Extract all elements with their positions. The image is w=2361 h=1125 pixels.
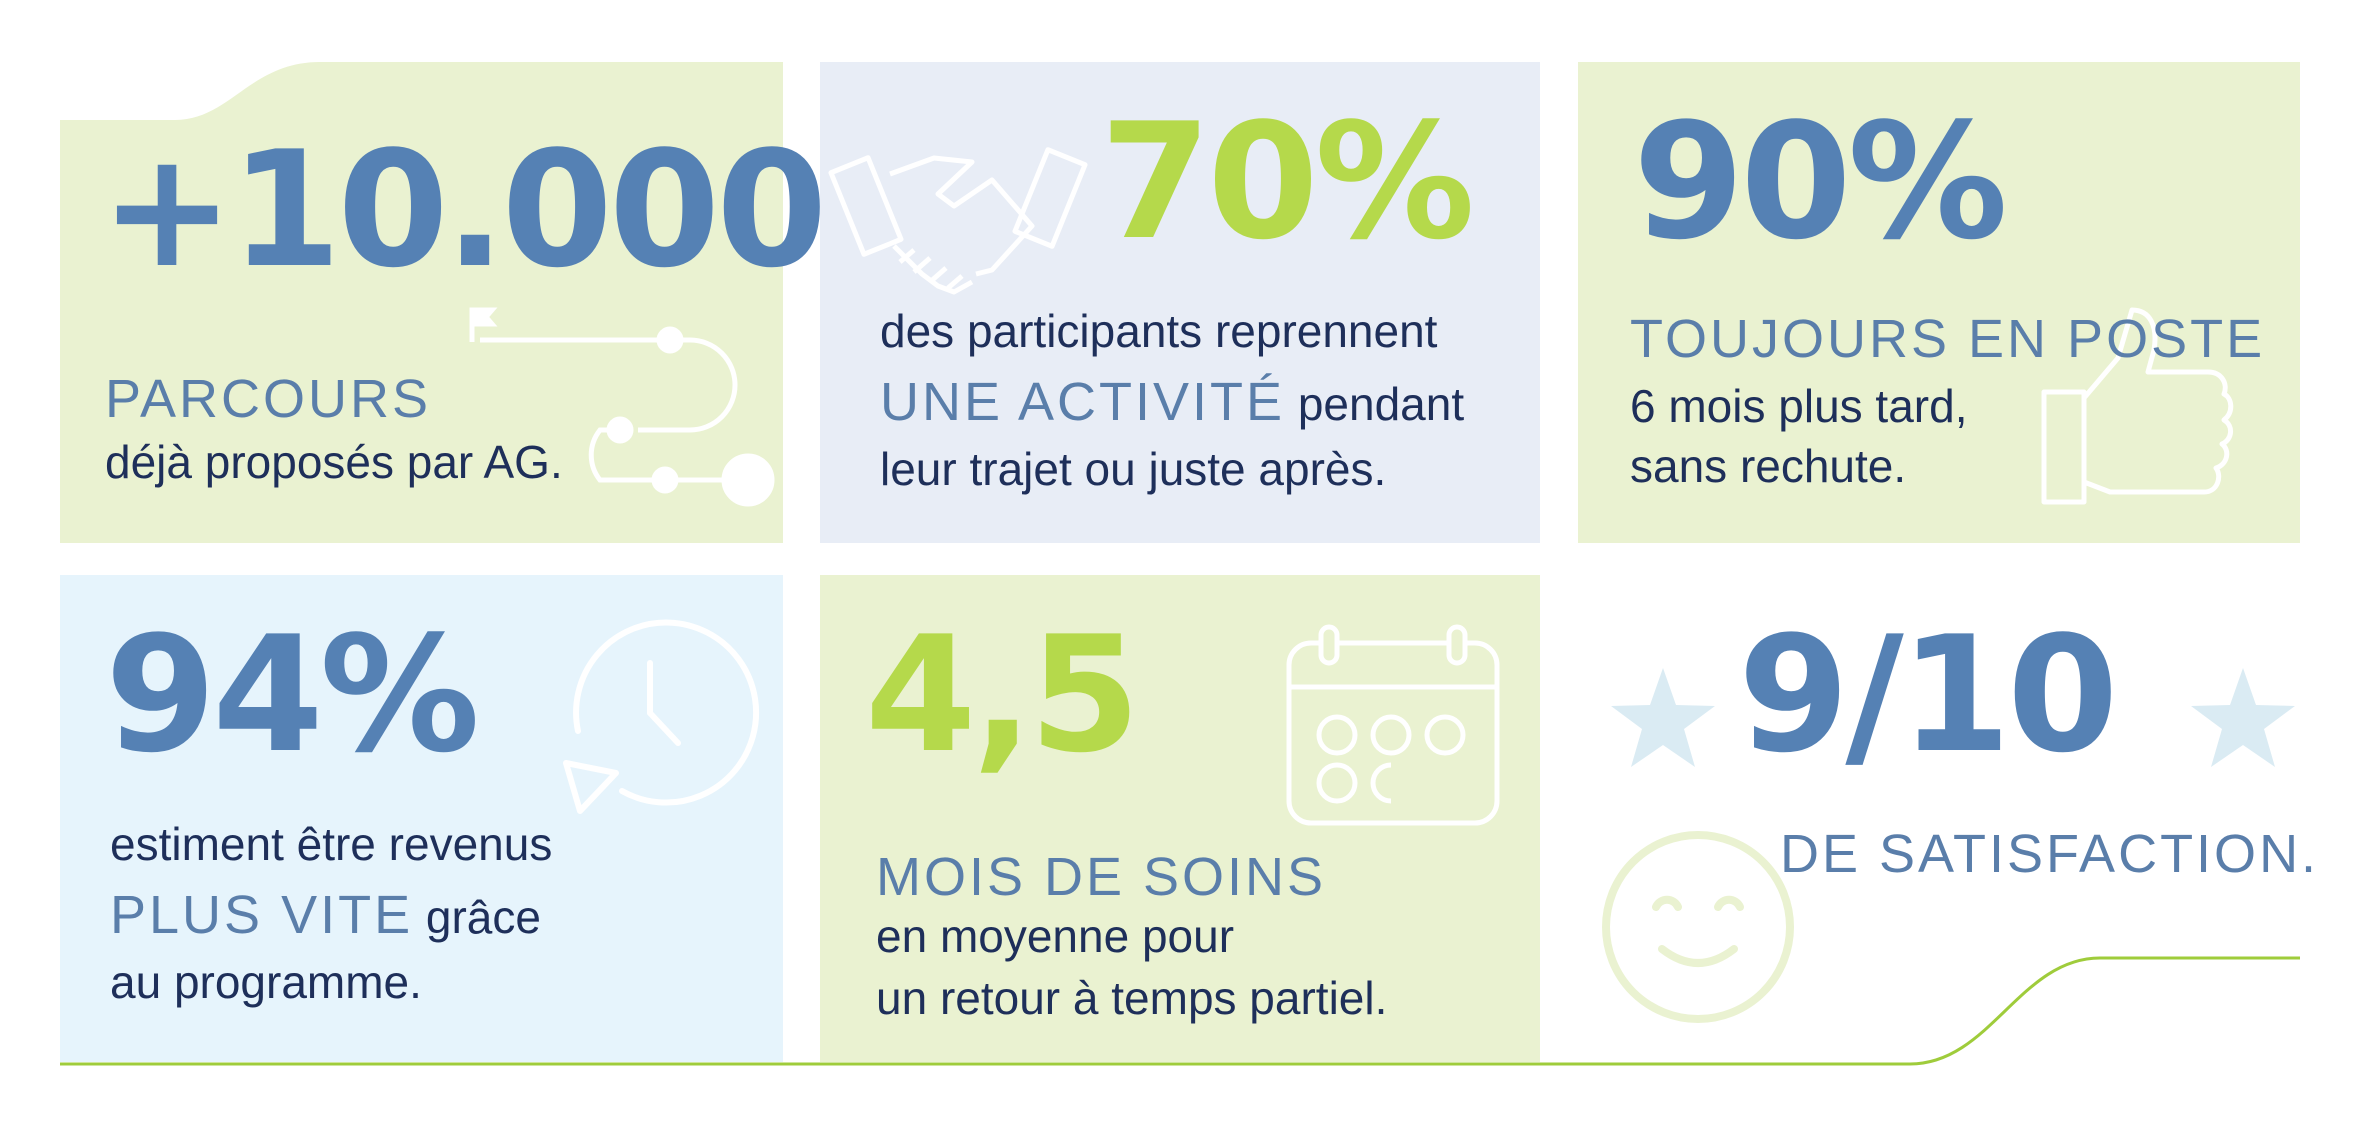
stat-card-parcours: +10.000 PARCOURS déjà proposés par AG. — [0, 0, 827, 545]
highlight-text: PLUS VITE — [110, 885, 414, 945]
line-rest: pendant — [1285, 378, 1465, 430]
stat-card-soins: 4,5 MOIS DE SOINS en moyenne pour un ret… — [820, 575, 1540, 1062]
calendar-icon — [1286, 624, 1500, 826]
clock-icon — [563, 619, 760, 814]
stat-card-vite: 94% estiment être revenus PLUS VITE grâc… — [60, 575, 783, 1062]
path-route-icon — [469, 307, 775, 507]
highlight-text: UNE ACTIVITÉ — [880, 372, 1286, 432]
card-tab-shape — [60, 62, 783, 543]
smiley-icon — [1602, 831, 1794, 1023]
stat-value: 90% — [1633, 88, 2008, 275]
stat-description-line2: un retour à temps partiel. — [876, 972, 1388, 1024]
stat-value: 4,5 — [865, 601, 1140, 788]
stat-card-poste: 90% TOUJOURS EN POSTE 6 mois plus tard, … — [1578, 62, 2300, 543]
star-icon — [2191, 668, 2295, 767]
stat-caption: DE SATISFACTION. — [1780, 824, 2320, 884]
stat-value: +10.000 — [100, 116, 827, 303]
stat-description-line3: au programme. — [110, 956, 422, 1008]
thumbs-up-icon — [2041, 307, 2234, 505]
stat-description: déjà proposés par AG. — [105, 436, 563, 488]
stat-value: 9/10 — [1738, 601, 2118, 788]
stat-value: 70% — [1100, 88, 1475, 275]
line-rest: grâce — [413, 891, 541, 943]
handshake-icon — [828, 147, 1088, 295]
stat-caption: MOIS DE SOINS — [876, 847, 1327, 907]
stat-description-line1: en moyenne pour — [876, 910, 1235, 962]
stat-value: 94% — [105, 601, 480, 788]
stat-description-line1: estiment être revenus — [110, 818, 553, 870]
stat-caption: TOUJOURS EN POSTE — [1630, 309, 2266, 369]
stat-description-line2: UNE ACTIVITÉ pendant — [880, 367, 1464, 437]
stat-description-line1: des participants reprennent — [880, 305, 1438, 357]
stat-card-satisfaction: 9/10 DE SATISFACTION. — [1578, 575, 2316, 1062]
stat-description-line1: 6 mois plus tard, — [1630, 380, 1968, 432]
stat-description-line2: sans rechute. — [1630, 440, 1907, 492]
stat-caption: PARCOURS — [105, 369, 432, 429]
stat-card-activite: 70% des participants reprennent UNE ACTI… — [820, 62, 1540, 543]
stat-description-line3: leur trajet ou juste après. — [880, 443, 1387, 495]
stat-description-line2: PLUS VITE grâce — [110, 880, 541, 950]
star-icon — [1611, 668, 1715, 767]
